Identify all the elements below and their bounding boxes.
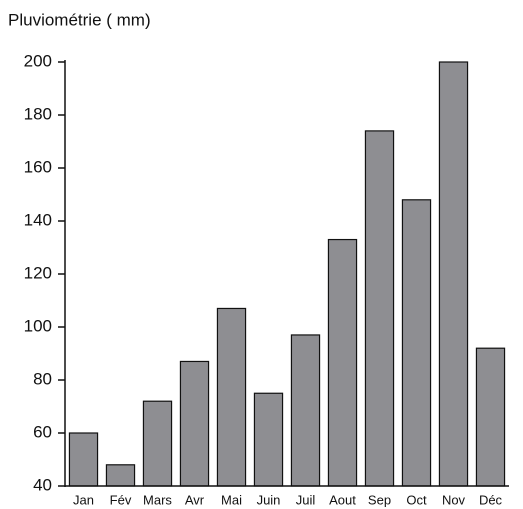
y-tick-label: 80 [33, 369, 52, 388]
x-tick-label: Oct [406, 492, 427, 507]
x-tick-label: Jan [73, 492, 94, 507]
x-tick-label: Juin [257, 492, 281, 507]
bar [475, 347, 506, 487]
y-tick-label: 160 [24, 157, 52, 176]
y-tick-label: 60 [33, 422, 52, 441]
bar [105, 464, 136, 487]
x-tick-label: Nov [442, 492, 466, 507]
x-tick-label: Déc [479, 492, 503, 507]
bar [253, 392, 284, 487]
y-tick-label: 140 [24, 210, 52, 229]
bar [68, 432, 99, 487]
bar [401, 199, 432, 487]
bar [290, 334, 321, 487]
bar [438, 61, 469, 487]
bar [364, 130, 395, 487]
x-tick-label: Mai [221, 492, 242, 507]
y-tick-label: 200 [24, 51, 52, 70]
bar [179, 360, 210, 487]
y-tick-label: 100 [24, 316, 52, 335]
x-tick-label: Fév [110, 492, 132, 507]
chart-title: Pluviométrie ( mm) [8, 10, 151, 29]
bar [142, 400, 173, 487]
y-tick-label: 180 [24, 104, 52, 123]
x-tick-label: Avr [185, 492, 205, 507]
x-tick-label: Juil [296, 492, 316, 507]
x-tick-label: Mars [143, 492, 172, 507]
y-tick-label: 40 [33, 475, 52, 494]
y-tick-label: 120 [24, 263, 52, 282]
bar [216, 307, 247, 487]
x-tick-label: Aout [329, 492, 356, 507]
bar [327, 238, 358, 487]
x-tick-label: Sep [368, 492, 391, 507]
